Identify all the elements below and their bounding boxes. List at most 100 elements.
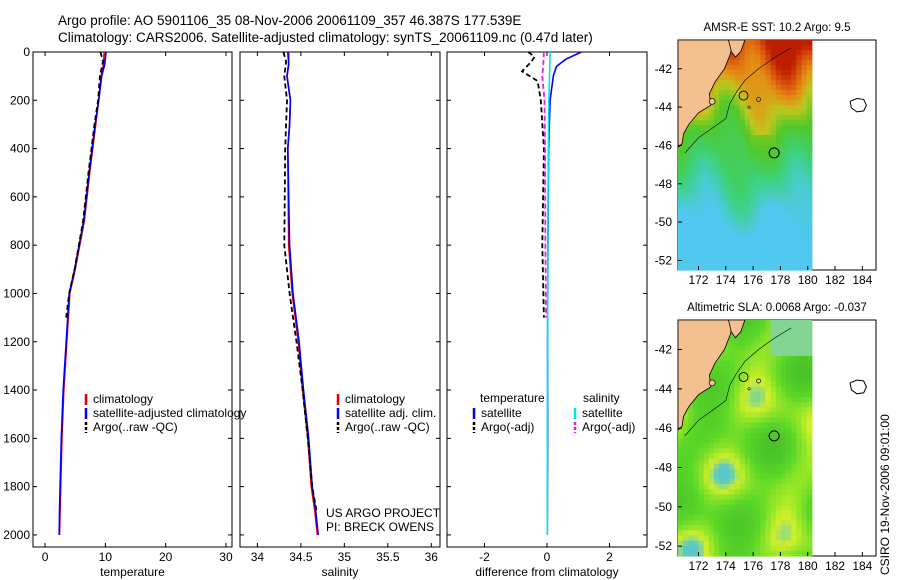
sla_map-field-cell xyxy=(755,412,761,419)
sla_map-field-cell xyxy=(750,391,756,398)
sst_map-field-cell xyxy=(775,165,782,171)
sla_map-field-cell xyxy=(739,325,746,331)
sla_map-field-cell xyxy=(780,335,787,342)
sla_map-field-cell xyxy=(786,540,792,547)
sla_map-field-cell xyxy=(755,463,761,470)
sla_map-field-cell xyxy=(770,550,777,557)
sst_map-field-cell xyxy=(786,165,792,171)
sla_map-field-cell xyxy=(770,422,777,429)
sst_map-field-cell xyxy=(791,170,797,176)
sst_map-field-cell xyxy=(750,105,756,111)
sst_map-field-cell xyxy=(724,185,731,191)
sst_map-field-cell xyxy=(688,180,695,186)
sst_map-field-cell xyxy=(755,220,761,226)
sst_map-field-cell xyxy=(796,70,803,76)
sst_map-field-cell xyxy=(786,170,792,176)
sla_map-field-cell xyxy=(744,361,751,367)
sla_map-field-cell xyxy=(796,514,803,521)
sst_map-field-cell xyxy=(734,55,741,61)
sla_map-field-cell xyxy=(801,361,808,367)
sla_map-field-cell xyxy=(806,438,813,444)
sst_map-field-cell xyxy=(724,80,731,86)
sst_map-field-cell xyxy=(796,120,803,126)
sla_map-field-cell xyxy=(703,468,710,475)
sla_map-field-cell xyxy=(698,520,705,526)
sst_map-field-cell xyxy=(688,220,695,226)
sla_map-field-cell xyxy=(765,458,772,465)
sst_map-field-cell xyxy=(729,200,736,206)
sla_map-field-cell xyxy=(698,448,705,454)
sst_map-field-cell xyxy=(801,230,808,236)
sst_map-field-cell xyxy=(796,180,803,186)
sst_map-field-cell xyxy=(765,150,772,156)
sla_map-field-cell xyxy=(739,499,746,506)
sla_map-field-cell xyxy=(724,458,731,465)
sst_map-field-cell xyxy=(693,170,700,176)
sst_map-field-cell xyxy=(729,260,736,266)
sst_map-field-cell xyxy=(796,190,803,196)
sla_map-field-cell xyxy=(786,514,792,521)
sla_map-field-cell xyxy=(801,417,808,424)
sst_map-field-cell xyxy=(708,215,715,221)
sst_map-field-cell xyxy=(678,155,684,161)
sst_map-field-cell xyxy=(791,55,797,61)
sla_map-field-cell xyxy=(729,355,736,362)
sla_map-field-cell xyxy=(791,366,797,372)
sla_map-field-cell xyxy=(791,422,797,429)
sla_map-field-cell xyxy=(734,396,741,403)
sla_map-field-cell xyxy=(775,355,782,362)
sla_map-field-cell xyxy=(714,407,720,413)
sla_map-field-cell xyxy=(714,489,720,496)
sst_map-field-cell xyxy=(760,250,767,256)
sla_map-field-cell xyxy=(708,412,715,419)
sla_map-field-cell xyxy=(734,525,741,531)
sla_map-field-cell xyxy=(739,484,746,490)
sst_map-field-cell xyxy=(714,150,720,156)
sst_map-field-cell xyxy=(739,110,746,116)
sla_map-field-cell xyxy=(765,402,772,408)
salinity-plot-frame xyxy=(239,51,441,548)
sst_map-field-cell xyxy=(780,125,787,131)
sla_map-field-cell xyxy=(683,473,689,480)
sla_map-field-cell xyxy=(678,484,684,490)
sla_map-field-cell xyxy=(724,350,731,357)
sla_map-field-cell xyxy=(698,412,705,419)
sst_map-field-cell xyxy=(755,105,761,111)
sla_map-field-cell xyxy=(755,361,761,367)
sst_map-field-cell xyxy=(796,65,803,71)
sla_map-field-cell xyxy=(703,535,710,542)
sst_map-field-cell xyxy=(683,210,689,216)
sst_map-field-cell xyxy=(734,195,741,201)
sla_map-field-cell xyxy=(750,438,756,444)
sla_map-field-cell xyxy=(801,479,808,485)
sst_map-field-cell xyxy=(703,150,710,156)
sst_map-field-cell xyxy=(724,230,731,236)
sst_map-field-cell xyxy=(714,165,720,171)
sla_map-field-cell xyxy=(791,376,797,383)
sla_map-field-cell xyxy=(770,545,777,552)
sst_map-field-cell xyxy=(729,240,736,246)
sst_map-field-cell xyxy=(770,70,777,76)
sst_map-field-cell xyxy=(760,230,767,236)
sla_map-field-cell xyxy=(698,489,705,496)
sla_map-field-cell xyxy=(739,361,746,367)
sst_map-field-cell xyxy=(703,125,710,131)
sla_map-ytick-label: -52 xyxy=(655,539,673,553)
sst_map-field-cell xyxy=(775,155,782,161)
sst_map-field-cell xyxy=(801,245,808,251)
sla_map-field-cell xyxy=(770,458,777,465)
sla_map-field-cell xyxy=(724,530,731,537)
sla_map-field-cell xyxy=(760,479,767,485)
temperature-ytick-label: 1000 xyxy=(3,286,30,300)
sla_map-field-cell xyxy=(688,417,695,424)
sla_map-field-cell xyxy=(791,443,797,449)
sla_map-field-cell xyxy=(714,417,720,424)
sla_map-field-cell xyxy=(760,550,767,557)
sst_map-field-cell xyxy=(801,65,808,71)
sst_map-field-cell xyxy=(780,235,787,241)
sst_map-field-cell xyxy=(786,185,792,191)
sst_map-field-cell xyxy=(734,95,741,101)
sst_map-field-cell xyxy=(806,165,813,171)
sst_map-field-cell xyxy=(791,245,797,251)
sla_map-xtick-label: 184 xyxy=(852,559,872,573)
